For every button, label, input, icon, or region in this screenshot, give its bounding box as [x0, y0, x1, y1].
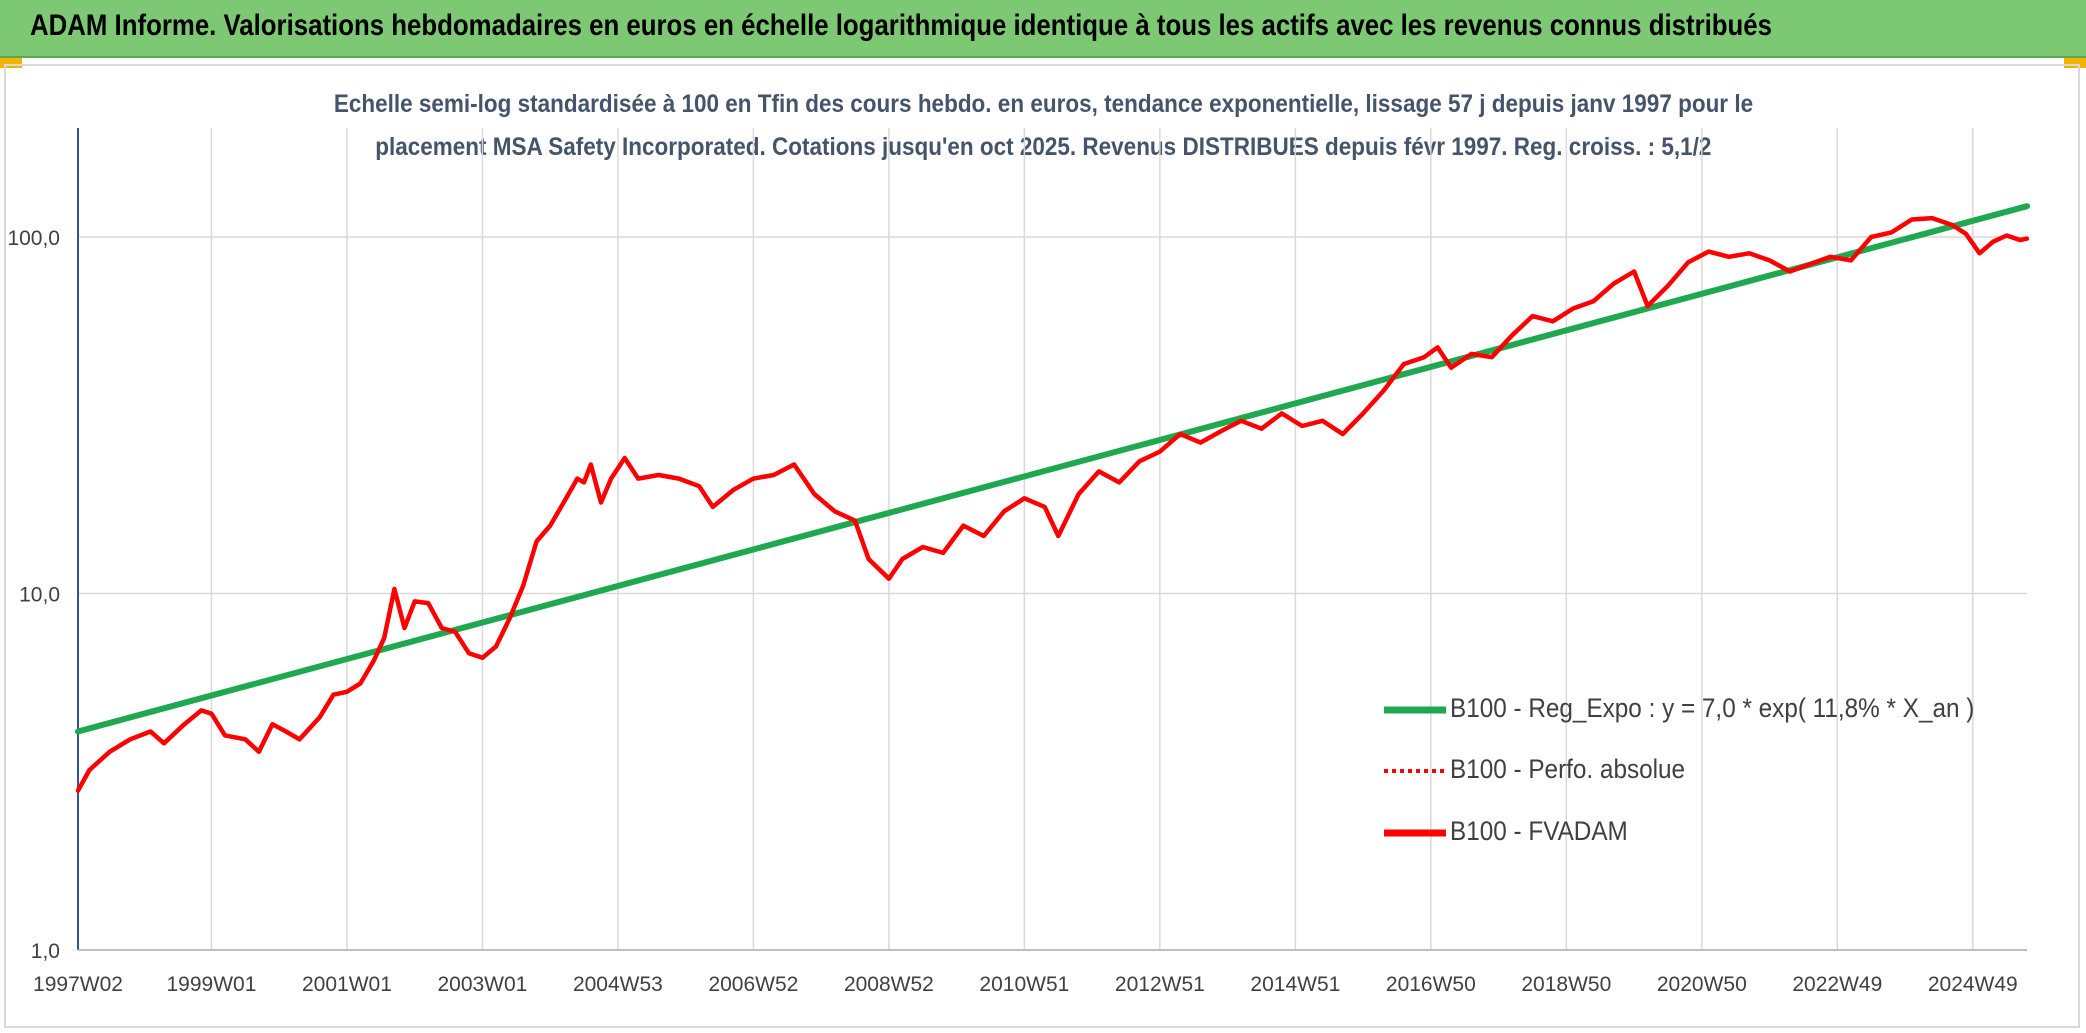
y-axis-ticks: 1,0 10,0 100,0: [7, 227, 60, 963]
legend-swatch-green-line: [1384, 706, 1446, 714]
y-tick-label: 1,0: [31, 940, 60, 963]
corner-marker-left: [0, 58, 22, 68]
series-fvadam-line: [75, 215, 2030, 793]
page-title: ADAM Informe. Valorisations hebdomadaire…: [30, 9, 1772, 42]
x-tick-label: 2012W51: [1115, 973, 1205, 996]
y-tick-label: 100,0: [7, 227, 60, 250]
corner-marker-right: [2064, 58, 2086, 68]
x-tick-label: 2022W49: [1792, 973, 1882, 996]
x-tick-label: 2003W01: [437, 973, 527, 996]
legend-item-perfo-absolue: B100 - Perfo. absolue: [1384, 751, 1984, 791]
x-tick-label: 2016W50: [1386, 973, 1476, 996]
header-banner: ADAM Informe. Valorisations hebdomadaire…: [0, 0, 2086, 58]
x-tick-label: 1999W01: [167, 973, 257, 996]
legend-swatch-red-line: [1384, 829, 1446, 837]
legend-swatch-red-dotted: [1384, 769, 1446, 773]
chart-series: [75, 203, 2030, 793]
chart-frame: [4, 64, 2080, 1028]
chart-title-line-2: placement MSA Safety Incorporated. Cotat…: [374, 133, 1712, 161]
x-tick-label: 2014W51: [1250, 973, 1340, 996]
x-tick-label: 2004W53: [573, 973, 663, 996]
chart-axes: [77, 128, 2027, 951]
chart-title-line-1: Echelle semi-log standardisée à 100 en T…: [333, 90, 1753, 118]
legend-item-reg-expo: B100 - Reg_Expo : y = 7,0 * exp( 11,8% *…: [1384, 690, 1984, 730]
legend-label-reg-expo: B100 - Reg_Expo : y = 7,0 * exp( 11,8% *…: [1450, 693, 1975, 723]
x-tick-label: 2008W52: [844, 973, 934, 996]
x-tick-label: 2024W49: [1928, 973, 2018, 996]
legend-label-perfo-absolue: B100 - Perfo. absolue: [1450, 754, 1686, 784]
x-tick-label: 2010W51: [979, 973, 1069, 996]
chart-grid: [78, 128, 2027, 951]
series-reg-expo-line: [75, 203, 2030, 735]
x-tick-label: 2006W52: [708, 973, 798, 996]
y-tick-label: 10,0: [19, 584, 60, 607]
x-tick-label: 1997W02: [33, 973, 123, 996]
legend-item-fvadam: B100 - FVADAM: [1384, 813, 1984, 853]
legend-label-fvadam: B100 - FVADAM: [1450, 816, 1628, 846]
x-axis-ticks: 1997W02 1999W01 2001W01 2003W01 2004W53 2006W…: [33, 973, 2018, 996]
x-tick-label: 2020W50: [1657, 973, 1747, 996]
x-tick-label: 2018W50: [1521, 973, 1611, 996]
x-tick-label: 2001W01: [302, 973, 392, 996]
